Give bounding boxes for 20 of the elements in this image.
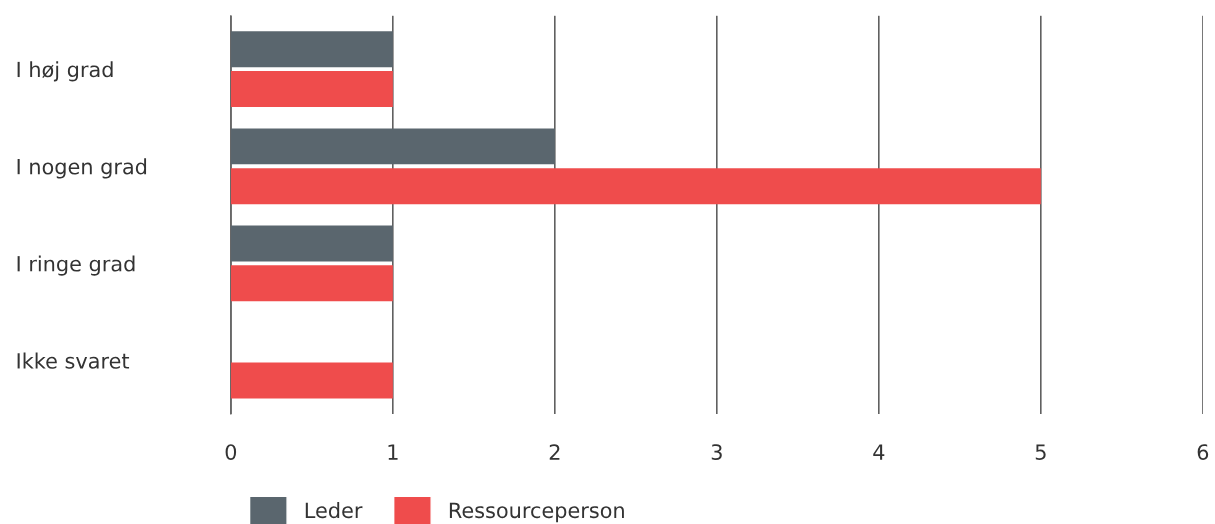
bar xyxy=(230,265,393,302)
bar xyxy=(230,128,555,165)
bar xyxy=(230,362,393,399)
bar xyxy=(230,31,393,68)
x-tick-label: 4 xyxy=(873,444,885,460)
legend-label: Leder xyxy=(305,502,363,519)
x-tick-label: 0 xyxy=(225,444,237,460)
y-tick-label: I nogen grad xyxy=(17,158,147,179)
x-tick-label: 1 xyxy=(388,444,398,460)
x-tick-label: 2 xyxy=(549,444,560,460)
y-tick-label: Ikke svaret xyxy=(17,352,130,369)
y-tick-label: I ringe grad xyxy=(17,255,135,276)
bar xyxy=(230,225,393,262)
x-tick-label: 5 xyxy=(1035,444,1046,460)
bar xyxy=(230,168,1041,205)
x-tick-label: 6 xyxy=(1197,444,1209,460)
x-tick-label: 3 xyxy=(711,444,722,460)
y-tick-label: I høj grad xyxy=(17,61,113,82)
bar xyxy=(230,71,393,108)
legend-label: Ressourceperson xyxy=(449,502,624,523)
